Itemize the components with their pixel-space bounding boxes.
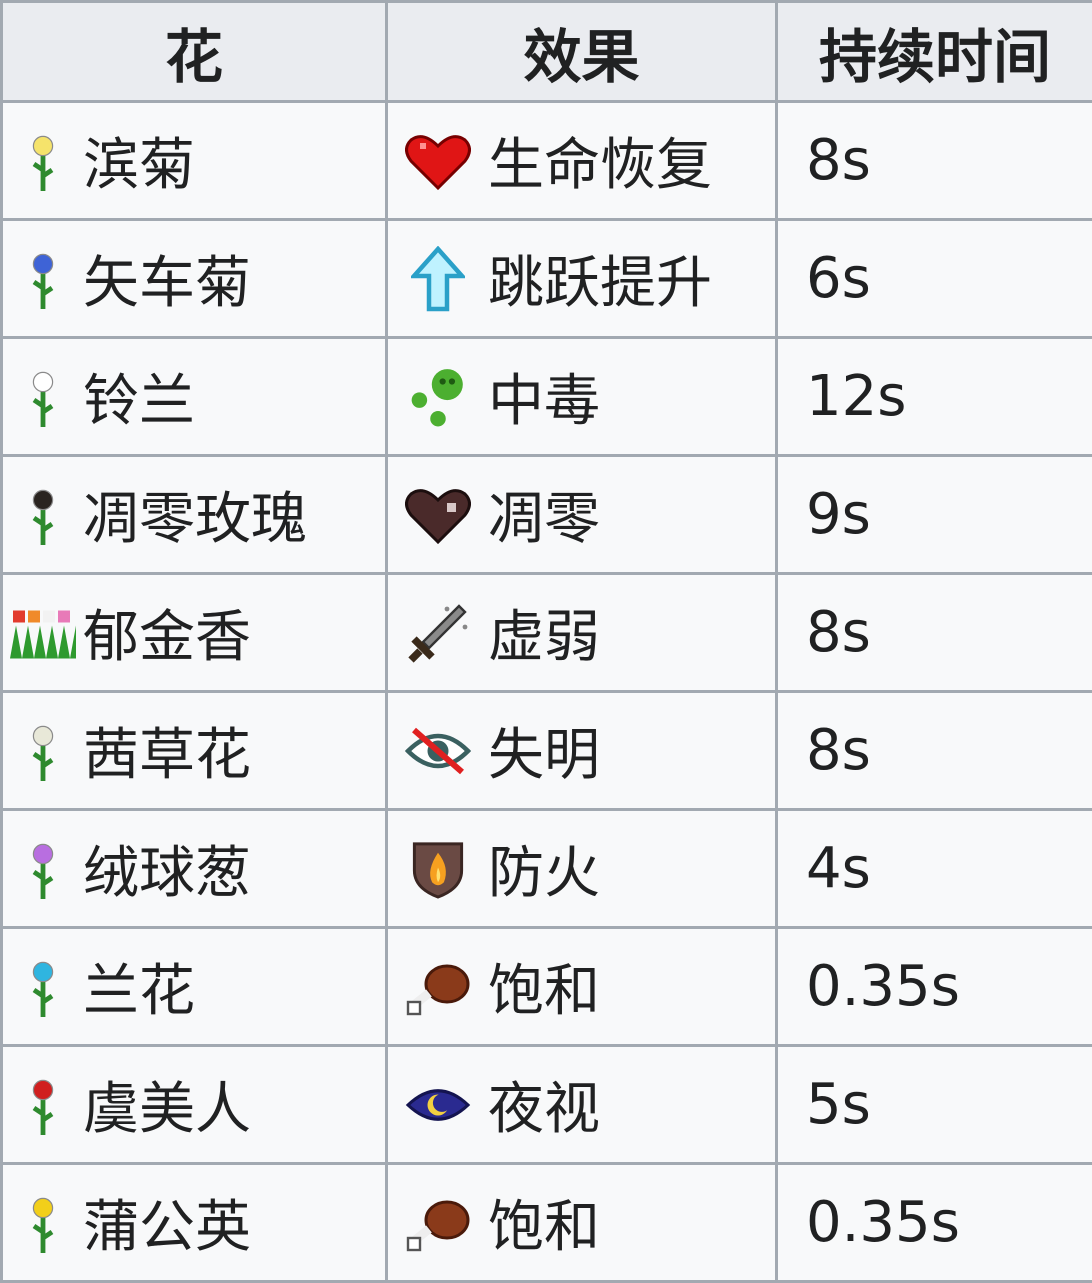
effect-cell: 凋零 [387, 456, 777, 574]
flower-cell: 兰花 [2, 928, 387, 1046]
table-row: 凋零玫瑰 凋零 9s [2, 456, 1092, 574]
flower-name[interactable]: 郁金香 [83, 592, 251, 673]
flower-cell: 凋零玫瑰 [2, 456, 387, 574]
table-row: 郁金香 虚弱 8s [2, 574, 1092, 692]
flower-cell: 蒲公英 [2, 1164, 387, 1282]
effect-cell: 饱和 [387, 1164, 777, 1282]
effect-name[interactable]: 中毒 [488, 356, 600, 437]
flower-name[interactable]: 蒲公英 [83, 1182, 251, 1263]
header-row: 花 效果 持续时间 [2, 2, 1092, 102]
poppy-icon [3, 1075, 83, 1135]
oxeye-daisy-icon [3, 131, 83, 191]
duration-cell: 9s [777, 456, 1092, 574]
effect-name[interactable]: 夜视 [488, 1064, 600, 1145]
table-row: 蒲公英 饱和 0.35s [2, 1164, 1092, 1282]
flower-cell: 滨菊 [2, 102, 387, 220]
table-row: 虞美人 夜视 5s [2, 1046, 1092, 1164]
wither-rose-icon [3, 485, 83, 545]
meat-icon [388, 956, 488, 1018]
flower-cell: 矢车菊 [2, 220, 387, 338]
header-duration: 持续时间 [777, 2, 1092, 102]
up-arrow-icon [388, 246, 488, 312]
lily-of-the-valley-icon [3, 367, 83, 427]
flower-cell: 郁金香 [2, 574, 387, 692]
dandelion-icon [3, 1193, 83, 1253]
flower-name[interactable]: 虞美人 [83, 1064, 251, 1145]
withered-heart-icon [388, 485, 488, 545]
meat-icon [388, 1192, 488, 1254]
allium-icon [3, 839, 83, 899]
flower-name[interactable]: 矢车菊 [83, 238, 251, 319]
duration-cell: 4s [777, 810, 1092, 928]
duration-cell: 8s [777, 692, 1092, 810]
table-row: 兰花 饱和 0.35s [2, 928, 1092, 1046]
flower-name[interactable]: 凋零玫瑰 [83, 474, 307, 555]
table-row: 铃兰 中毒 12s [2, 338, 1092, 456]
effect-name[interactable]: 饱和 [488, 1182, 600, 1263]
effect-name[interactable]: 失明 [488, 710, 600, 791]
heart-icon [388, 131, 488, 191]
effect-cell: 失明 [387, 692, 777, 810]
effect-cell: 饱和 [387, 928, 777, 1046]
effect-cell: 夜视 [387, 1046, 777, 1164]
flower-name[interactable]: 绒球葱 [83, 828, 251, 909]
effect-cell: 虚弱 [387, 574, 777, 692]
tulips-icon [3, 607, 83, 659]
effect-name[interactable]: 凋零 [488, 474, 600, 555]
duration-cell: 0.35s [777, 1164, 1092, 1282]
flower-name[interactable]: 滨菊 [83, 120, 195, 201]
flower-name[interactable]: 茜草花 [83, 710, 251, 791]
table-row: 滨菊 生命恢复 8s [2, 102, 1092, 220]
effect-cell: 跳跃提升 [387, 220, 777, 338]
fire-shield-icon [388, 838, 488, 900]
duration-cell: 8s [777, 574, 1092, 692]
night-eye-icon [388, 1082, 488, 1128]
duration-cell: 8s [777, 102, 1092, 220]
table-row: 矢车菊 跳跃提升 6s [2, 220, 1092, 338]
header-flower: 花 [2, 2, 387, 102]
effect-cell: 中毒 [387, 338, 777, 456]
flower-cell: 虞美人 [2, 1046, 387, 1164]
header-effect: 效果 [387, 2, 777, 102]
duration-cell: 6s [777, 220, 1092, 338]
azure-bluet-icon [3, 721, 83, 781]
flower-name[interactable]: 兰花 [83, 946, 195, 1027]
duration-cell: 12s [777, 338, 1092, 456]
effect-cell: 生命恢复 [387, 102, 777, 220]
flower-cell: 铃兰 [2, 338, 387, 456]
flower-cell: 茜草花 [2, 692, 387, 810]
table-row: 茜草花 失明 8s [2, 692, 1092, 810]
crossed-eye-icon [388, 726, 488, 776]
flower-cell: 绒球葱 [2, 810, 387, 928]
effect-name[interactable]: 跳跃提升 [488, 238, 712, 319]
poison-bubbles-icon [388, 366, 488, 428]
effect-name[interactable]: 饱和 [488, 946, 600, 1027]
blue-orchid-icon [3, 957, 83, 1017]
table-row: 绒球葱 防火 4s [2, 810, 1092, 928]
effect-name[interactable]: 防火 [488, 828, 600, 909]
effect-name[interactable]: 虚弱 [488, 592, 600, 673]
flower-name[interactable]: 铃兰 [83, 356, 195, 437]
effect-name[interactable]: 生命恢复 [488, 120, 712, 201]
cornflower-icon [3, 249, 83, 309]
sword-icon [388, 600, 488, 666]
duration-cell: 0.35s [777, 928, 1092, 1046]
effect-cell: 防火 [387, 810, 777, 928]
duration-cell: 5s [777, 1046, 1092, 1164]
